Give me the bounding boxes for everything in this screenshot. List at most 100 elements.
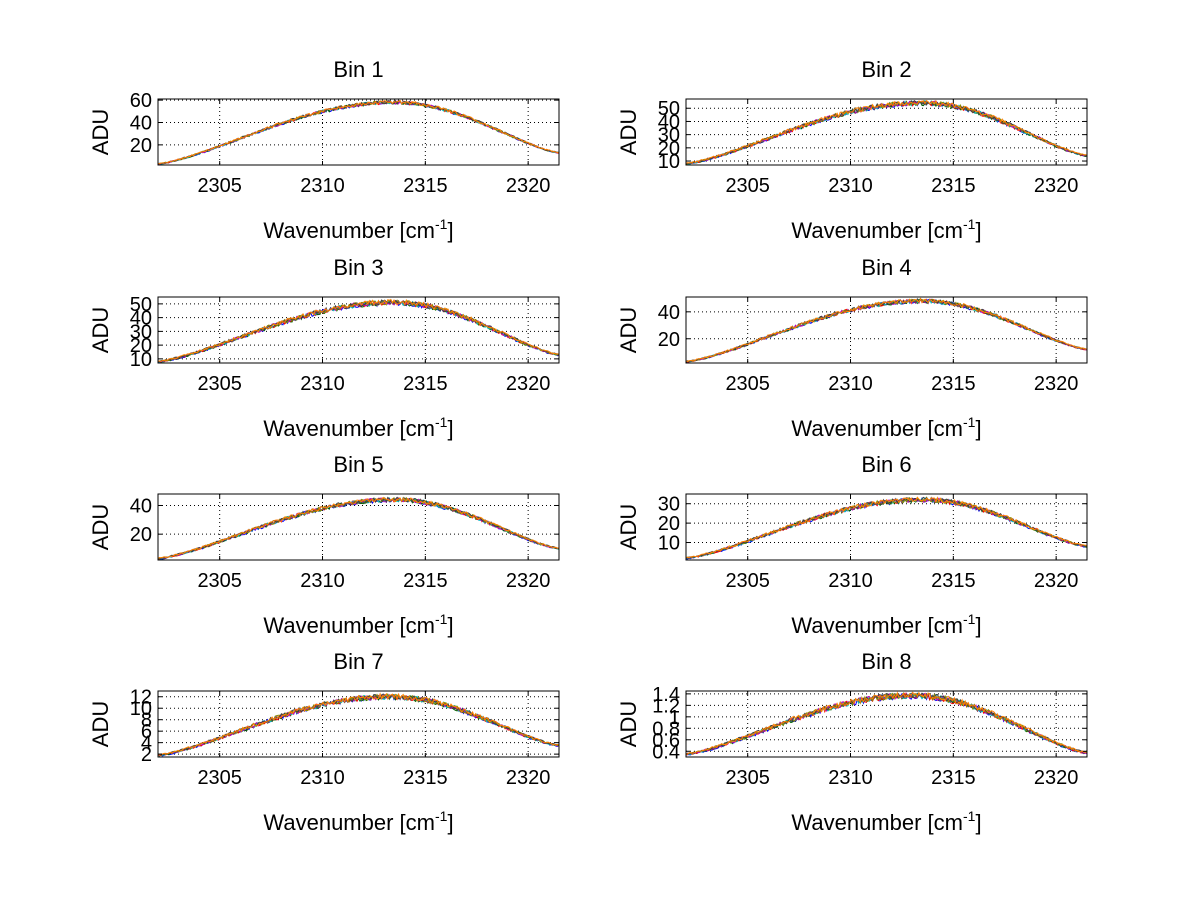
data-series-4 (685, 692, 1088, 755)
x-tick-label: 2310 (300, 767, 345, 789)
y-tick-label: 20 (658, 329, 680, 351)
x-tick-label: 2320 (506, 175, 551, 197)
data-series-1 (685, 496, 1088, 560)
x-axis-label: Wavenumber [cm-1] (791, 414, 981, 441)
y-axis-label: ADU (88, 504, 113, 550)
y-tick-label: 10 (130, 349, 152, 371)
x-tick-label: 2305 (197, 767, 242, 789)
axes-box (157, 98, 560, 166)
x-axis-label: Wavenumber [cm-1] (263, 808, 453, 835)
y-tick-label: 1 (669, 707, 680, 729)
x-tick-label: 2310 (828, 175, 873, 197)
x-axis-label: Wavenumber [cm-1] (263, 216, 453, 243)
subplot-title: Bin 7 (333, 649, 383, 674)
y-tick-label: 60 (130, 90, 152, 112)
y-tick-label: 1.4 (652, 684, 680, 706)
x-tick-label: 2305 (197, 570, 242, 592)
data-series-6 (157, 299, 560, 362)
x-tick-label: 2315 (931, 570, 976, 592)
y-axis-label: ADU (88, 109, 113, 155)
y-tick-label: 40 (130, 308, 152, 330)
y-tick-label: 12 (130, 687, 152, 709)
y-tick-label: 50 (130, 294, 152, 316)
x-tick-label: 2315 (403, 570, 448, 592)
data-series-5 (157, 496, 559, 560)
data-series-6 (685, 99, 1088, 165)
x-axis-label: Wavenumber [cm-1] (791, 216, 981, 243)
y-tick-label: 20 (658, 513, 680, 535)
x-tick-label: 2310 (300, 175, 345, 197)
subplot-title: Bin 2 (861, 57, 911, 82)
x-tick-label: 2305 (725, 373, 770, 395)
x-tick-label: 2320 (506, 570, 551, 592)
x-tick-label: 2315 (931, 767, 976, 789)
data-series-5 (685, 692, 1088, 755)
y-tick-label: 2 (141, 744, 152, 766)
data-series-2 (685, 692, 1088, 756)
x-tick-label: 2315 (403, 175, 448, 197)
subplot-title: Bin 1 (333, 57, 383, 82)
data-series-8 (685, 496, 1088, 559)
data-series-5 (685, 297, 1088, 363)
y-axis-label: ADU (616, 307, 641, 353)
x-tick-label: 2310 (828, 767, 873, 789)
x-tick-label: 2305 (725, 570, 770, 592)
y-axis-label: ADU (88, 701, 113, 747)
y-tick-label: 40 (658, 111, 680, 133)
y-tick-label: 10 (658, 151, 680, 173)
x-tick-label: 2320 (506, 767, 551, 789)
x-tick-label: 2305 (197, 373, 242, 395)
y-tick-label: 40 (130, 495, 152, 517)
x-axis-label: Wavenumber [cm-1] (263, 611, 453, 638)
axes-box (685, 493, 1088, 561)
subplot-4: Bin 4 2305 2310 2315 2320 20 40 Wavenumber [cm-… (616, 255, 1088, 441)
subplot-title: Bin 8 (861, 649, 911, 674)
y-tick-label: 0.8 (652, 718, 680, 740)
data-series-8 (685, 99, 1088, 165)
x-tick-label: 2320 (1034, 373, 1079, 395)
y-tick-label: 20 (130, 335, 152, 357)
x-tick-label: 2315 (403, 373, 448, 395)
y-tick-label: 40 (130, 112, 152, 134)
y-tick-label: 30 (658, 125, 680, 147)
y-tick-label: 1.2 (652, 695, 680, 717)
x-tick-label: 2310 (300, 570, 345, 592)
x-tick-label: 2315 (931, 175, 976, 197)
x-tick-label: 2320 (1034, 767, 1079, 789)
x-tick-label: 2320 (1034, 175, 1079, 197)
y-tick-label: 0.4 (652, 741, 680, 763)
data-series-8 (685, 297, 1088, 362)
subplot-title: Bin 5 (333, 452, 383, 477)
x-tick-label: 2305 (725, 767, 770, 789)
data-series-2 (686, 496, 1088, 560)
data-series-3 (685, 298, 1088, 363)
y-tick-label: 10 (130, 698, 152, 720)
x-tick-label: 2310 (300, 373, 345, 395)
data-series-8 (157, 692, 559, 756)
subplot-title: Bin 4 (861, 255, 911, 280)
subplot-title: Bin 6 (861, 452, 911, 477)
axes-box (157, 296, 560, 364)
x-axis-label: Wavenumber [cm-1] (791, 611, 981, 638)
y-tick-label: 4 (141, 733, 152, 755)
y-tick-label: 0.6 (652, 730, 680, 752)
subplot-8: Bin 8 2305 2310 2315 2320 0.40.60.811.21.4 Wav… (616, 649, 1088, 835)
subplot-title: Bin 3 (333, 255, 383, 280)
axes-box (685, 98, 1088, 166)
x-tick-label: 2310 (828, 570, 873, 592)
data-series-2 (157, 100, 560, 165)
data-series-1 (157, 100, 560, 165)
y-axis-label: ADU (616, 109, 641, 155)
data-series-6 (686, 691, 1088, 755)
x-tick-label: 2315 (403, 767, 448, 789)
x-tick-label: 2320 (1034, 570, 1079, 592)
data-series-4 (685, 497, 1088, 559)
data-series-8 (685, 691, 1088, 755)
x-tick-label: 2305 (725, 175, 770, 197)
x-tick-label: 2315 (931, 373, 976, 395)
data-series-4 (157, 100, 560, 165)
